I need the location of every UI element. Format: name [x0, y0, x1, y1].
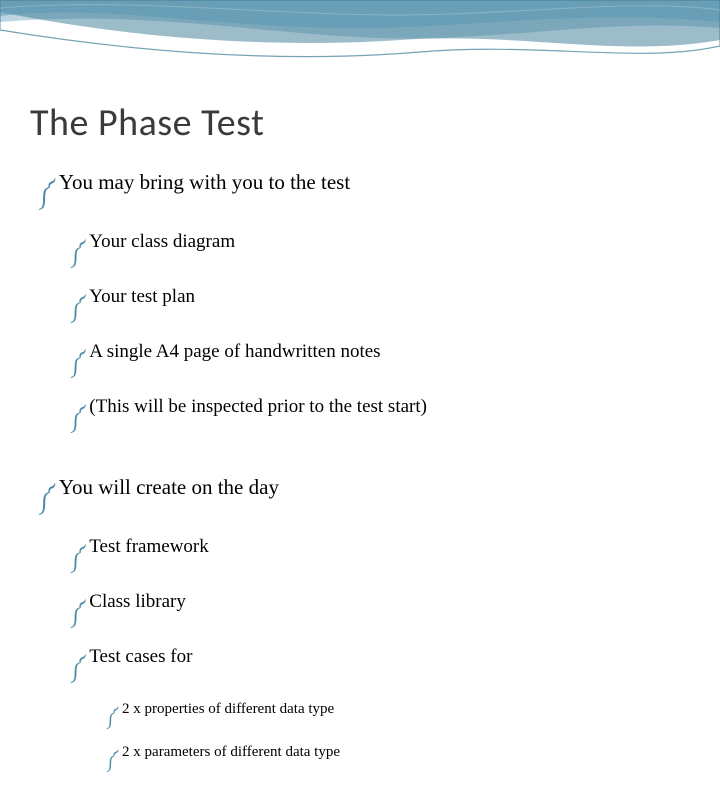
- bullet-level2: ༼ Test framework: [70, 536, 690, 590]
- bullet-icon: ༼: [70, 646, 85, 700]
- bullet-level2: ༼ A single A4 page of handwritten notes: [70, 341, 690, 395]
- bullet-icon: ༼: [106, 744, 118, 786]
- bullet-text: You may bring with you to the test: [59, 170, 350, 195]
- bullet-level3: ༼ 2 x properties of different data type: [106, 701, 690, 743]
- bullet-icon: ༼: [70, 591, 85, 645]
- bullet-icon: ༼: [70, 536, 85, 590]
- bullet-icon: ༼: [106, 701, 118, 743]
- bullet-icon: ༼: [70, 286, 85, 340]
- bullet-level2: ༼ Class library: [70, 591, 690, 645]
- slide-content: The Phase Test ༼ You may bring with you …: [0, 0, 720, 786]
- bullet-text: A single A4 page of handwritten notes: [89, 341, 380, 363]
- bullet-text: (This will be inspected prior to the tes…: [89, 396, 427, 418]
- bullet-text: You will create on the day: [59, 475, 279, 500]
- slide-title: The Phase Test: [30, 100, 690, 146]
- bullet-level1: ༼ You may bring with you to the test: [38, 170, 690, 229]
- spacer: [30, 451, 690, 475]
- bullet-level2: ༼ Test cases for: [70, 646, 690, 700]
- bullet-text: Class library: [89, 591, 186, 613]
- bullet-level2: ༼ Your test plan: [70, 286, 690, 340]
- bullet-icon: ༼: [38, 170, 55, 229]
- bullet-level3: ༼ 2 x parameters of different data type: [106, 744, 690, 786]
- bullet-text: Your test plan: [89, 286, 195, 308]
- bullet-text: 2 x parameters of different data type: [122, 744, 340, 761]
- bullet-text: 2 x properties of different data type: [122, 701, 334, 718]
- bullet-icon: ༼: [70, 341, 85, 395]
- bullet-level2: ༼ (This will be inspected prior to the t…: [70, 396, 690, 450]
- bullet-icon: ༼: [38, 475, 55, 534]
- bullet-icon: ༼: [70, 231, 85, 285]
- bullet-text: Test framework: [89, 536, 208, 558]
- bullet-level1: ༼ You will create on the day: [38, 475, 690, 534]
- bullet-text: Your class diagram: [89, 231, 235, 253]
- bullet-text: Test cases for: [89, 646, 192, 668]
- bullet-icon: ༼: [70, 396, 85, 450]
- bullet-level2: ༼ Your class diagram: [70, 231, 690, 285]
